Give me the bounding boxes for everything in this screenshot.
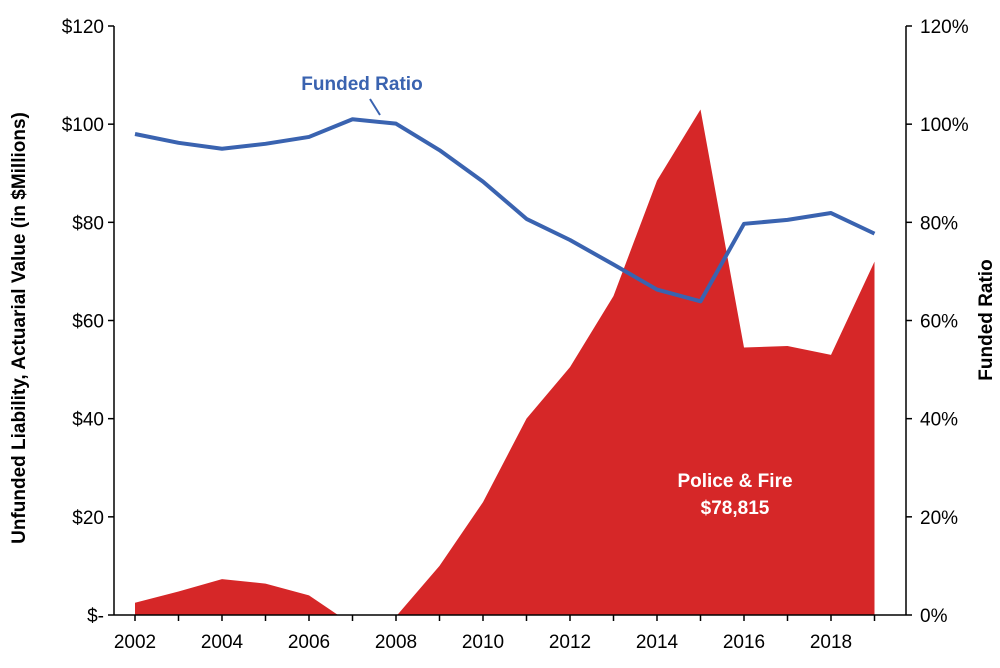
x-tick-label: 2010 [462,632,504,653]
x-tick-label: 2016 [723,632,765,653]
y2-tick-label: 120% [920,17,969,38]
funded-ratio-label: Funded Ratio [301,74,422,95]
y2-tick-label: 80% [920,213,958,234]
x-tick-label: 2008 [375,632,417,653]
funded-ratio-line [134,117,876,304]
y2-tick-label: 60% [920,312,958,333]
y-tick-label: $20 [72,508,104,529]
y-axis-title: Unfunded Liability, Actuarial Value (in … [9,112,30,544]
y-tick-label: $100 [62,115,104,136]
y-tick-label: $60 [72,312,104,333]
y-tick-label: $120 [62,17,104,38]
x-tick-label: 2018 [810,632,852,653]
police-fire-value-label: $78,815 [701,498,770,519]
y-tick-label: $80 [72,213,104,234]
y2-tick-label: 40% [920,410,958,431]
x-tick-label: 2004 [201,632,244,653]
x-tick-label: 2014 [636,632,679,653]
axes-layer: $- $20 $40 $60 $80 $100 $120 0% 20% 40% 60% 80% 100%… [62,17,969,653]
funded-ratio-leader-line [369,98,381,116]
area-layer [135,109,875,615]
y2-tick-label: 100% [920,115,969,136]
line-layer [134,117,876,304]
y2-tick-label: 20% [920,508,958,529]
y-tick-label: $- [87,606,104,627]
x-tick-label: 2006 [288,632,330,653]
police-fire-area [135,109,875,615]
y2-tick-label: 0% [920,606,948,627]
x-tick-label: 2012 [549,632,591,653]
y-tick-label: $40 [72,410,104,431]
y2-axis-title: Funded Ratio [976,259,997,380]
police-fire-label: Police & Fire [677,471,792,492]
x-tick-label: 2002 [114,632,156,653]
